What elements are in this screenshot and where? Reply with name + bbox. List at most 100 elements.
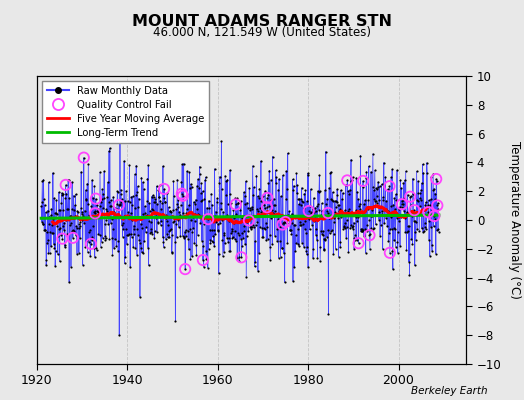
Point <box>222 214 230 220</box>
Point <box>140 203 149 209</box>
Point <box>395 218 403 224</box>
Point <box>147 193 156 200</box>
Point <box>154 187 162 194</box>
Point <box>394 250 402 256</box>
Point <box>297 222 305 228</box>
Point <box>231 195 239 202</box>
Point <box>101 236 110 243</box>
Point <box>135 195 143 202</box>
Point <box>224 200 232 207</box>
Point <box>252 213 260 219</box>
Point <box>149 207 157 213</box>
Point <box>38 178 47 184</box>
Point <box>315 189 323 195</box>
Point <box>176 214 184 220</box>
Point <box>188 253 196 259</box>
Point <box>238 230 247 236</box>
Point <box>287 214 295 220</box>
Point <box>206 215 215 222</box>
Point <box>95 208 103 214</box>
Point <box>373 200 381 206</box>
Point <box>201 212 210 218</box>
Point <box>170 193 178 200</box>
Point <box>223 176 232 183</box>
Point <box>229 207 237 213</box>
Point <box>302 248 310 254</box>
Point <box>233 254 242 261</box>
Point <box>196 220 204 226</box>
Point <box>264 180 272 186</box>
Point <box>424 197 433 203</box>
Point <box>364 204 372 211</box>
Point <box>431 190 439 197</box>
Point <box>404 228 412 234</box>
Point <box>339 190 347 196</box>
Point <box>416 195 424 201</box>
Point <box>421 199 430 206</box>
Point <box>118 233 127 240</box>
Point <box>243 233 251 239</box>
Point <box>295 196 303 202</box>
Point <box>271 202 279 208</box>
Point <box>242 274 250 280</box>
Point <box>165 234 173 240</box>
Point <box>291 232 300 238</box>
Point <box>414 190 423 196</box>
Point <box>80 154 88 161</box>
Point <box>341 220 349 227</box>
Point <box>78 208 86 215</box>
Point <box>281 219 290 225</box>
Point <box>192 241 200 248</box>
Point <box>209 233 217 240</box>
Point <box>176 212 184 218</box>
Point <box>307 209 315 216</box>
Point <box>353 218 362 224</box>
Point <box>145 262 153 268</box>
Point <box>250 263 259 270</box>
Point <box>362 250 370 256</box>
Point <box>304 264 312 270</box>
Point <box>60 227 68 233</box>
Point <box>278 245 286 251</box>
Point <box>63 206 72 212</box>
Point <box>42 262 50 268</box>
Point <box>65 279 73 285</box>
Point <box>130 171 139 178</box>
Point <box>419 170 428 176</box>
Point <box>171 221 180 228</box>
Point <box>323 234 331 240</box>
Point <box>216 200 225 206</box>
Point <box>287 226 296 233</box>
Point <box>41 209 50 216</box>
Point <box>276 238 285 244</box>
Point <box>235 258 243 264</box>
Point <box>200 264 208 270</box>
Point <box>43 207 52 214</box>
Point <box>322 208 331 215</box>
Point <box>220 232 228 238</box>
Point <box>257 207 266 214</box>
Point <box>182 210 191 217</box>
Point <box>330 230 338 237</box>
Point <box>289 278 297 284</box>
Point <box>59 207 67 213</box>
Point <box>191 211 199 217</box>
Point <box>117 191 125 198</box>
Point <box>173 176 181 183</box>
Point <box>230 219 238 226</box>
Point <box>361 197 369 204</box>
Point <box>353 237 361 244</box>
Point <box>378 211 387 218</box>
Point <box>434 225 443 232</box>
Point <box>380 207 389 213</box>
Point <box>192 251 201 258</box>
Point <box>397 204 406 210</box>
Point <box>151 196 159 202</box>
Point <box>433 202 442 209</box>
Point <box>370 196 378 202</box>
Point <box>40 202 49 208</box>
Point <box>105 199 113 206</box>
Point <box>245 185 254 191</box>
Point <box>182 232 190 239</box>
Point <box>187 181 195 187</box>
